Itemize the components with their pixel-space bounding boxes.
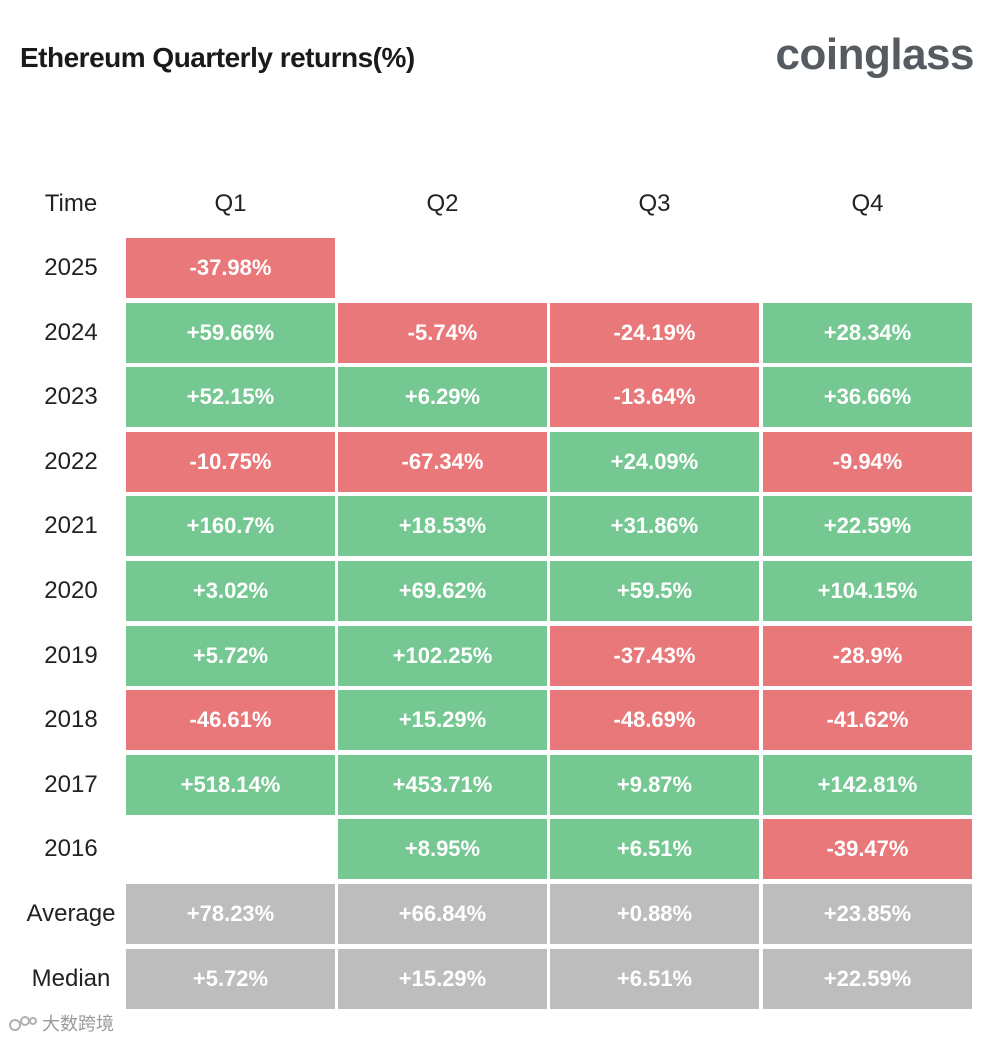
row-label-2024: 2024 <box>44 319 98 346</box>
watermark-text: 大数跨境 <box>42 1014 114 1034</box>
cell-2023-q1: +52.15% <box>126 367 335 427</box>
row-label-2019: 2019 <box>44 642 98 669</box>
cell-average-q3: +0.88% <box>550 884 759 944</box>
watermark-icon <box>9 1016 37 1031</box>
cell-median-q4: +22.59% <box>763 949 972 1009</box>
cell-2018-q2: +15.29% <box>338 690 547 750</box>
cell-2016-q2: +8.95% <box>338 819 547 879</box>
cell-2017-q4: +142.81% <box>763 755 972 815</box>
cell-2017-q2: +453.71% <box>338 755 547 815</box>
cell-2021-q3: +31.86% <box>550 496 759 556</box>
cell-2020-q2: +69.62% <box>338 561 547 621</box>
row-label-2021: 2021 <box>44 512 98 539</box>
column-header-q4: Q4 <box>851 190 884 217</box>
cell-2024-q1: +59.66% <box>126 303 335 363</box>
cell-2021-q4: +22.59% <box>763 496 972 556</box>
cell-2021-q2: +18.53% <box>338 496 547 556</box>
cell-2021-q1: +160.7% <box>126 496 335 556</box>
row-label-2016: 2016 <box>44 835 98 862</box>
cell-2022-q4: -9.94% <box>763 432 972 492</box>
row-label-2022: 2022 <box>44 448 98 475</box>
cell-2023-q3: -13.64% <box>550 367 759 427</box>
cell-2020-q3: +59.5% <box>550 561 759 621</box>
row-label-2023: 2023 <box>44 383 98 410</box>
cell-average-q1: +78.23% <box>126 884 335 944</box>
cell-2024-q2: -5.74% <box>338 303 547 363</box>
row-label-median: Median <box>31 965 111 992</box>
brand-logo: coinglass <box>775 30 975 79</box>
cell-2022-q3: +24.09% <box>550 432 759 492</box>
row-label-2017: 2017 <box>44 771 98 798</box>
cell-2016-q3: +6.51% <box>550 819 759 879</box>
cell-2023-q4: +36.66% <box>763 367 972 427</box>
cell-2024-q3: -24.19% <box>550 303 759 363</box>
column-header-q3: Q3 <box>638 190 671 217</box>
watermark: 大数跨境 <box>8 1010 114 1036</box>
cell-2018-q4: -41.62% <box>763 690 972 750</box>
cell-2017-q1: +518.14% <box>126 755 335 815</box>
cell-2017-q3: +9.87% <box>550 755 759 815</box>
chart-title: Ethereum Quarterly returns(%) <box>20 42 415 73</box>
row-label-average: Average <box>26 900 116 927</box>
column-header-q2: Q2 <box>426 190 459 217</box>
cell-median-q3: +6.51% <box>550 949 759 1009</box>
cell-2024-q4: +28.34% <box>763 303 972 363</box>
cell-2025-q1: -37.98% <box>126 238 335 298</box>
cell-2022-q1: -10.75% <box>126 432 335 492</box>
cell-2022-q2: -67.34% <box>338 432 547 492</box>
row-label-2020: 2020 <box>44 577 98 604</box>
cell-2018-q3: -48.69% <box>550 690 759 750</box>
cell-average-q2: +66.84% <box>338 884 547 944</box>
cell-2020-q1: +3.02% <box>126 561 335 621</box>
cell-2019-q1: +5.72% <box>126 626 335 686</box>
cell-2019-q3: -37.43% <box>550 626 759 686</box>
cell-2019-q4: -28.9% <box>763 626 972 686</box>
cell-2016-q4: -39.47% <box>763 819 972 879</box>
column-header-q1: Q1 <box>214 190 247 217</box>
cell-2018-q1: -46.61% <box>126 690 335 750</box>
column-header-time: Time <box>44 190 98 217</box>
cell-median-q2: +15.29% <box>338 949 547 1009</box>
cell-2019-q2: +102.25% <box>338 626 547 686</box>
row-label-2025: 2025 <box>44 254 98 281</box>
cell-median-q1: +5.72% <box>126 949 335 1009</box>
cell-2020-q4: +104.15% <box>763 561 972 621</box>
cell-2023-q2: +6.29% <box>338 367 547 427</box>
cell-average-q4: +23.85% <box>763 884 972 944</box>
row-label-2018: 2018 <box>44 706 98 733</box>
